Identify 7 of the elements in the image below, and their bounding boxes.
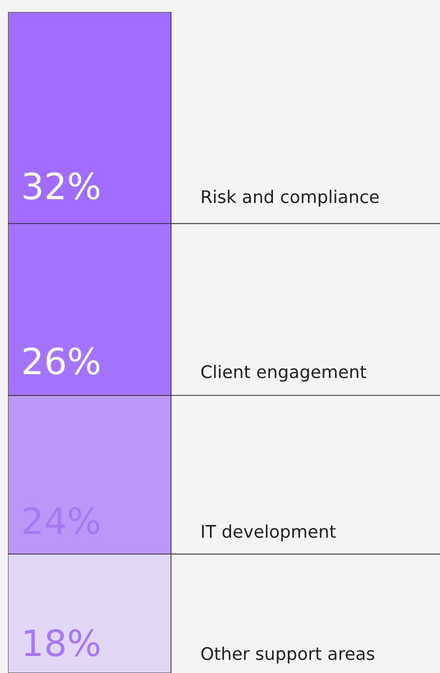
data-label: 26% (24, 347, 100, 375)
series-label: IT development (202, 524, 336, 542)
series-label: Risk and compliance (202, 190, 379, 207)
series-label: Client engagement (201, 364, 366, 382)
data-label: 32% (24, 172, 100, 200)
series-label: Other support areas (201, 646, 374, 664)
data-label: 18% (25, 629, 100, 656)
